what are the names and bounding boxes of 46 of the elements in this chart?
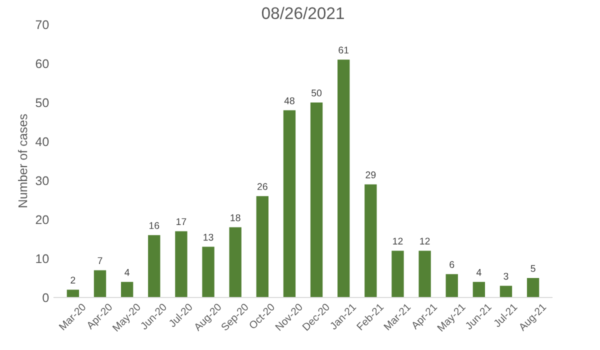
data-label: 61 — [338, 46, 349, 54]
bar — [526, 278, 540, 298]
y-tick-label: 10 — [36, 254, 49, 264]
data-label: 16 — [149, 222, 160, 230]
data-label: 50 — [312, 90, 322, 96]
data-label: 2 — [70, 276, 76, 284]
bar — [310, 102, 323, 298]
y-axis-title: Number of cases — [18, 114, 28, 208]
data-label: 12 — [393, 238, 403, 245]
y-tick-label: 30 — [36, 176, 49, 186]
y-tick-label: 20 — [36, 215, 49, 224]
data-label: 29 — [366, 171, 376, 178]
bar — [256, 196, 268, 298]
y-tick-label: 60 — [36, 59, 49, 68]
bar — [392, 250, 404, 298]
bar — [120, 282, 134, 298]
y-tick-label: 40 — [36, 137, 49, 146]
data-label: 5 — [530, 265, 536, 272]
data-label: 7 — [98, 257, 102, 264]
bar — [500, 286, 512, 298]
data-label: 26 — [257, 183, 268, 190]
data-label: 17 — [176, 218, 186, 226]
data-label: 3 — [504, 272, 508, 280]
bar — [418, 250, 431, 298]
bar — [338, 60, 350, 298]
bar — [283, 110, 296, 298]
bar — [446, 274, 458, 298]
data-label: 13 — [204, 234, 214, 241]
bar — [364, 184, 377, 298]
bar — [229, 227, 242, 298]
data-label: 4 — [124, 269, 130, 276]
bar — [175, 231, 188, 298]
bar — [202, 246, 214, 298]
data-label: 48 — [284, 97, 294, 104]
bar — [94, 270, 106, 298]
data-label: 6 — [450, 261, 454, 268]
bar — [148, 235, 160, 298]
data-label: 18 — [230, 214, 240, 222]
data-label: 4 — [476, 269, 482, 276]
bar — [66, 290, 80, 298]
y-tick-label: 70 — [36, 20, 49, 30]
chart-title: 08/26/2021 — [262, 6, 344, 20]
y-tick-label: 0 — [42, 293, 49, 302]
bar — [472, 282, 486, 298]
data-label: 12 — [420, 238, 430, 245]
y-tick-label: 50 — [36, 98, 49, 108]
